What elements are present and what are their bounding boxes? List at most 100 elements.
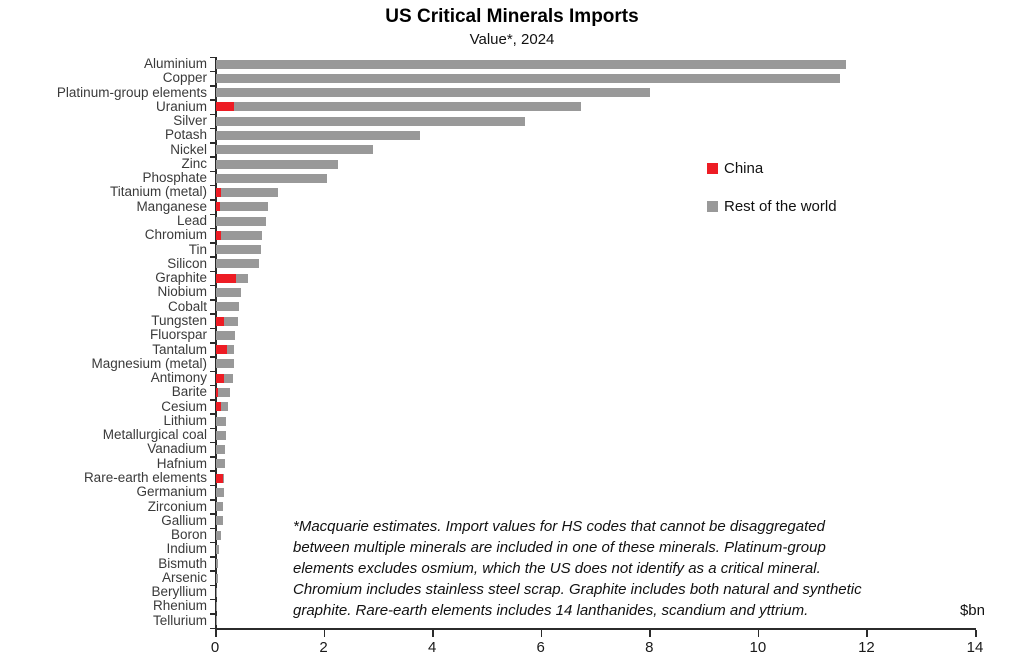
y-axis-tick <box>210 327 215 330</box>
y-axis-tick <box>210 142 215 144</box>
bar-segment-rest-of-world <box>216 359 234 369</box>
bar-segment-rest-of-world <box>233 102 582 112</box>
category-label: Zinc <box>181 155 207 171</box>
category-label: Nickel <box>170 141 207 157</box>
x-axis-tick <box>757 630 760 637</box>
x-axis-tick <box>975 630 977 637</box>
bar-segment-rest-of-world <box>221 402 228 412</box>
category-label: Tantalum <box>152 341 207 357</box>
x-axis-tick-label: 12 <box>858 639 875 656</box>
category-label: Lithium <box>163 412 207 428</box>
y-axis-tick <box>210 499 215 501</box>
y-axis-tick <box>210 484 215 487</box>
category-label: Tin <box>188 241 207 257</box>
footnote-line: between multiple minerals are included i… <box>293 539 826 556</box>
bar-segment-rest-of-world <box>216 530 222 540</box>
bar-segment-rest-of-world <box>217 387 231 397</box>
bar-segment-rest-of-world <box>216 259 260 269</box>
x-axis-tick <box>540 630 543 637</box>
x-axis-tick-label: 2 <box>319 639 328 656</box>
y-axis-tick <box>210 527 215 530</box>
y-axis-tick <box>210 99 215 101</box>
chart-subtitle: Value*, 2024 <box>469 31 555 48</box>
bar-segment-china <box>216 402 222 412</box>
category-label: Titanium (metal) <box>109 184 207 200</box>
legend-item-rest-of-world: Rest of the world <box>707 198 837 215</box>
y-axis-tick <box>210 356 215 358</box>
bar-segment-china <box>216 188 222 198</box>
category-label: Aluminium <box>143 56 207 71</box>
x-axis-tick <box>432 630 434 637</box>
bar-segment-rest-of-world <box>224 373 233 383</box>
bar-segment-rest-of-world <box>216 487 225 497</box>
bar-segment-rest-of-world <box>216 516 223 526</box>
bar-segment-rest-of-world <box>216 502 224 512</box>
y-axis-tick <box>210 227 215 230</box>
bar-segment-china <box>216 345 227 355</box>
category-label: Germanium <box>136 484 207 500</box>
category-label: Manganese <box>136 198 207 214</box>
category-label: Antimony <box>150 370 207 386</box>
bar-segment-china <box>216 102 234 112</box>
category-label: Cobalt <box>167 298 207 314</box>
y-axis-tick <box>210 70 215 73</box>
bar-segment-rest-of-world <box>216 59 846 69</box>
legend-label-rest-of-world: Rest of the world <box>724 198 837 215</box>
category-label: Arsenic <box>161 569 207 585</box>
category-label: Rhenium <box>152 598 207 614</box>
bar-segment-china <box>216 230 222 240</box>
y-axis-tick <box>210 513 215 515</box>
bar-segment-china <box>216 316 225 326</box>
bar-segment-rest-of-world <box>221 188 279 198</box>
bar-segment-rest-of-world <box>216 587 218 597</box>
category-label: Graphite <box>155 270 207 286</box>
footnote-line: elements excludes osmium, which the US d… <box>293 560 821 577</box>
bar-segment-rest-of-world <box>216 73 841 83</box>
category-label: Barite <box>171 384 207 400</box>
category-label: Silver <box>173 113 207 129</box>
x-axis-tick <box>323 630 326 637</box>
china-swatch-icon <box>707 163 718 174</box>
bar-segment-rest-of-world <box>216 245 261 255</box>
footnote: *Macquarie estimates. Import values for … <box>293 516 953 621</box>
y-axis-tick <box>210 184 215 187</box>
y-axis-tick <box>210 270 215 273</box>
x-axis-tick-label: 0 <box>210 639 220 656</box>
bar-segment-rest-of-world <box>221 230 263 240</box>
bar-segment-rest-of-world <box>216 302 240 312</box>
category-label: Tungsten <box>151 312 207 328</box>
bar-segment-rest-of-world <box>216 445 226 455</box>
bar-segment-rest-of-world <box>216 430 226 440</box>
y-axis-tick <box>210 284 215 287</box>
category-label: Uranium <box>155 98 207 114</box>
bar-segment-rest-of-world <box>216 573 218 583</box>
category-label: Metallurgical coal <box>102 427 207 443</box>
x-axis-tick <box>215 630 217 637</box>
bar-segment-rest-of-world <box>216 459 225 469</box>
category-label: Tellurium <box>152 612 207 628</box>
x-axis-tick-label: 6 <box>536 639 545 656</box>
y-axis-tick <box>210 584 215 587</box>
category-label: Cesium <box>161 398 207 414</box>
bar-segment-china <box>216 202 221 212</box>
y-axis-tick <box>210 627 215 629</box>
bar-segment-china <box>216 273 237 283</box>
category-label: Vanadium <box>147 441 207 457</box>
category-label: Gallium <box>161 512 207 528</box>
bar-segment-china <box>216 387 218 397</box>
y-axis-tick <box>210 399 215 401</box>
bar-segment-rest-of-world <box>216 88 651 98</box>
bar-segment-rest-of-world <box>216 288 241 298</box>
x-axis-tick-label: 14 <box>966 639 984 656</box>
bar-segment-rest-of-world <box>216 159 339 169</box>
category-label: Beryllium <box>151 584 207 600</box>
category-label: Indium <box>166 541 207 557</box>
footnote-line: *Macquarie estimates. Import values for … <box>293 518 825 535</box>
category-label: Bismuth <box>158 555 207 571</box>
y-axis-line <box>215 57 217 629</box>
y-axis-tick <box>210 199 215 201</box>
y-axis-tick <box>210 56 215 58</box>
category-label: Phosphate <box>142 170 207 186</box>
y-axis-tick <box>210 613 215 615</box>
